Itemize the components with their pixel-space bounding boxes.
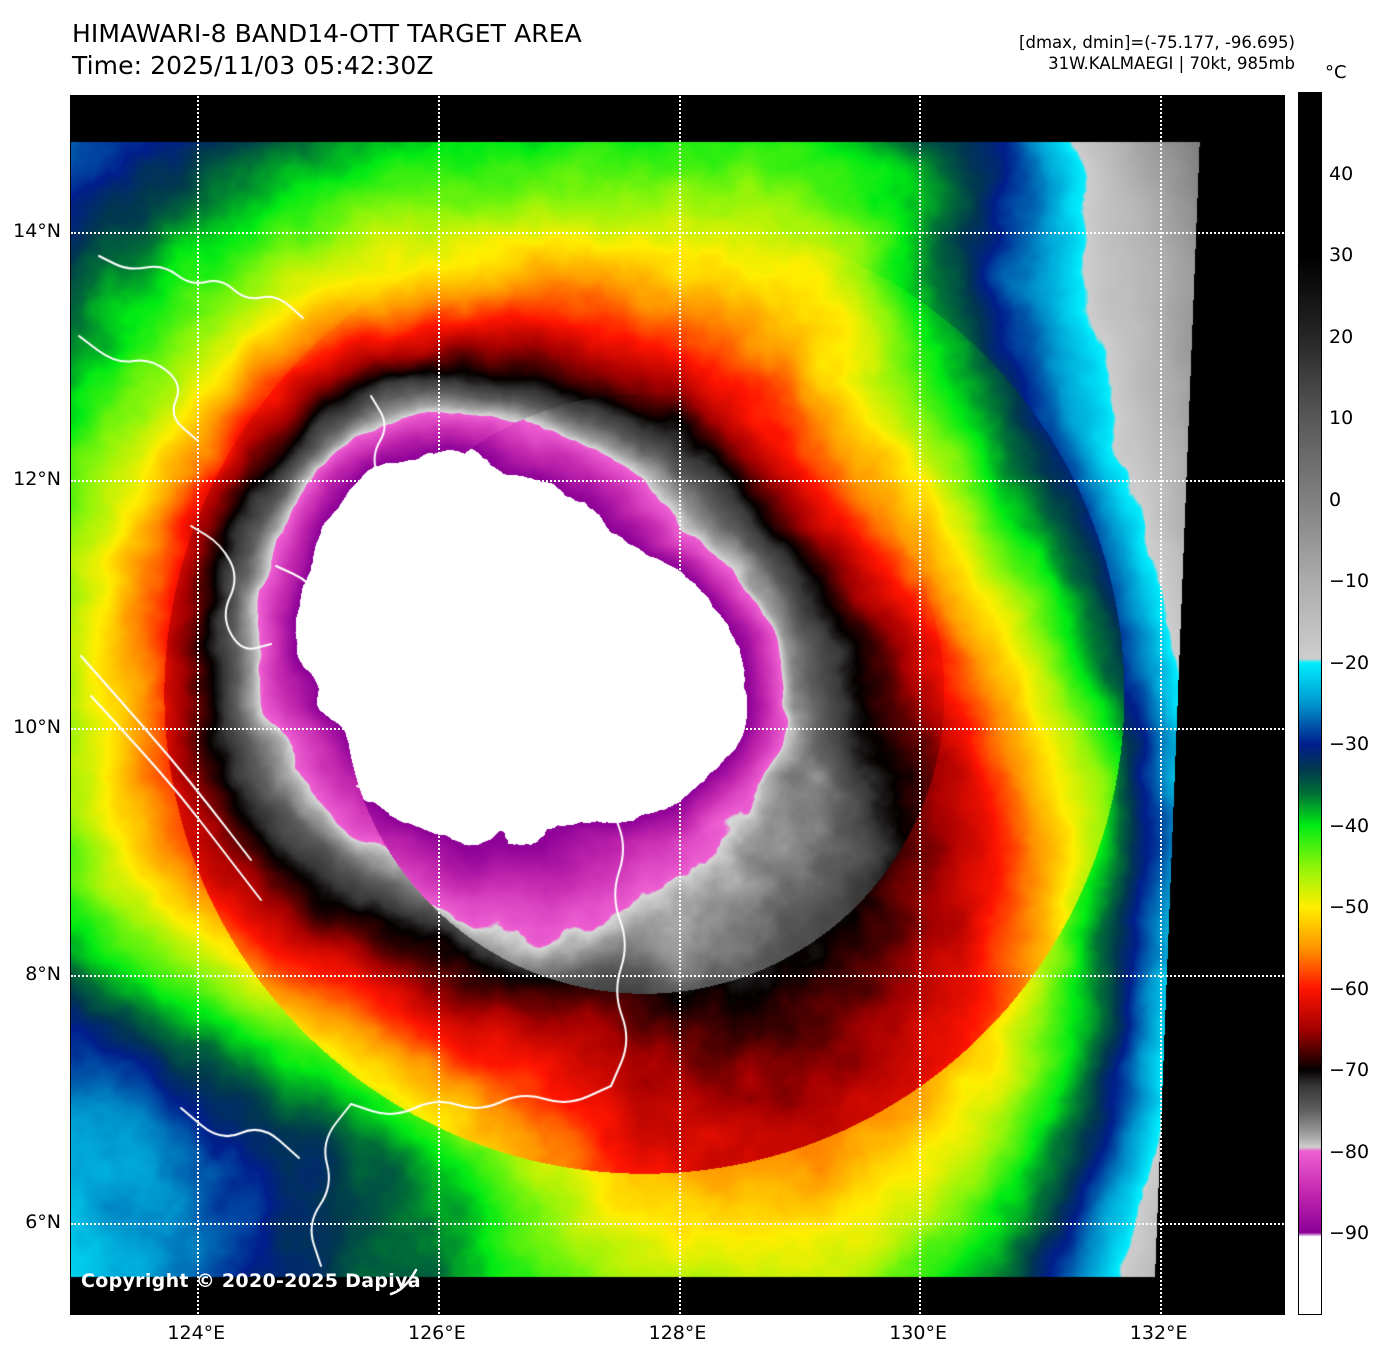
- colorbar-tick-label: −90: [1329, 1222, 1370, 1245]
- longitude-tick-label: 126°E: [408, 1322, 466, 1344]
- latitude-tick-label: 14°N: [13, 220, 61, 243]
- colorbar-tick-label: −30: [1329, 733, 1370, 756]
- metadata-block: [dmax, dmin]=(-75.177, -96.695) 31W.KALM…: [1019, 32, 1295, 75]
- colorbar-tick-label: −70: [1329, 1059, 1370, 1082]
- colorbar-tick-label: 10: [1329, 407, 1354, 430]
- latitude-tick-label: 10°N: [13, 715, 61, 738]
- longitude-tick-label: 132°E: [1129, 1322, 1188, 1344]
- longitude-tick-label: 130°E: [889, 1322, 947, 1344]
- satellite-imagery-canvas: [71, 96, 1284, 1314]
- dmax-dmin-label: [dmax, dmin]=(-75.177, -96.695): [1019, 33, 1295, 52]
- longitude-tick-label: 124°E: [167, 1322, 226, 1344]
- colorbar-tick-label: −40: [1329, 814, 1370, 837]
- colorbar-tick-label: 40: [1329, 162, 1354, 185]
- page-title: HIMAWARI-8 BAND14-OTT TARGET AREA: [72, 19, 582, 48]
- latitude-tick-label: 12°N: [13, 467, 61, 490]
- latitude-tick-label: 6°N: [25, 1211, 61, 1234]
- colorbar-tick-label: 20: [1329, 325, 1354, 348]
- storm-info-label: 31W.KALMAEGI | 70kt, 985mb: [1048, 54, 1295, 74]
- colorbar-gradient: [1299, 93, 1321, 1314]
- colorbar-tick-label: 0: [1329, 488, 1342, 511]
- colorbar-unit-label: °C: [1325, 62, 1347, 83]
- colorbar-tick-label: −80: [1329, 1140, 1370, 1163]
- temperature-colorbar: [1298, 92, 1322, 1315]
- colorbar-tick-label: −60: [1329, 977, 1370, 1000]
- header-title-block: HIMAWARI-8 BAND14-OTT TARGET AREA Time: …: [72, 18, 582, 82]
- timestamp-label: Time: 2025/11/03 05:42:30Z: [72, 51, 434, 80]
- latitude-tick-label: 8°N: [25, 963, 61, 986]
- longitude-tick-label: 128°E: [648, 1322, 707, 1344]
- copyright-label: Copyright © 2020-2025 Dapiya: [81, 1270, 421, 1292]
- colorbar-tick-label: −50: [1329, 896, 1370, 919]
- colorbar-tick-label: −10: [1329, 570, 1370, 593]
- colorbar-tick-label: −20: [1329, 651, 1370, 674]
- satellite-image-plot: Copyright © 2020-2025 Dapiya: [70, 95, 1285, 1315]
- colorbar-tick-label: 30: [1329, 244, 1354, 267]
